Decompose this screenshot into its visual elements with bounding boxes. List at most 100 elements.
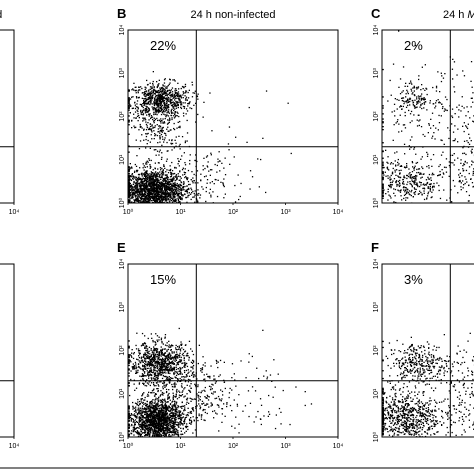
event-dot [458, 104, 460, 106]
event-dot [170, 345, 172, 347]
event-dot [170, 114, 173, 117]
event-dot [141, 174, 143, 176]
event-dot [171, 352, 173, 354]
event-dot [430, 177, 432, 179]
event-dot [158, 154, 160, 156]
event-dot [163, 186, 165, 188]
event-dot [218, 160, 221, 162]
event-dot [150, 128, 153, 130]
event-dot [160, 183, 162, 185]
event-dot [416, 161, 419, 164]
event-dot [234, 201, 237, 203]
event-dot [199, 194, 202, 196]
event-dot [154, 198, 156, 200]
event-dot [177, 357, 179, 359]
event-dot [413, 183, 415, 185]
event-dot [161, 89, 163, 91]
event-dot [167, 172, 170, 174]
event-dot [157, 142, 159, 144]
event-dot [462, 187, 464, 189]
event-dot [407, 101, 410, 103]
event-dot [162, 121, 164, 124]
event-dot [147, 177, 149, 179]
event-dot [166, 183, 169, 185]
event-dot [413, 146, 416, 149]
event-dot [138, 177, 140, 179]
event-dot [136, 109, 138, 111]
event-dot [162, 169, 164, 172]
event-dot [128, 188, 130, 190]
event-dot [135, 178, 137, 181]
event-dot [157, 361, 159, 363]
event-dot [137, 359, 139, 361]
event-dot [420, 191, 422, 194]
event-dot [166, 355, 168, 357]
event-dot [136, 198, 138, 201]
event-dot [160, 102, 163, 104]
event-dot [382, 167, 384, 169]
event-dot [178, 196, 180, 198]
event-dot [137, 200, 140, 202]
event-dot [172, 199, 174, 201]
event-dot [414, 191, 417, 193]
event-dot [170, 168, 172, 171]
event-dot [422, 133, 424, 136]
event-dot [211, 181, 213, 183]
event-dot [165, 171, 167, 173]
event-dot [179, 101, 182, 103]
event-dot [223, 167, 225, 169]
event-dot [182, 352, 184, 355]
event-dot [141, 178, 143, 180]
event-dot [162, 369, 165, 371]
event-dot [146, 181, 149, 183]
event-dot [399, 176, 402, 179]
event-dot [409, 121, 411, 124]
event-dot [158, 374, 160, 376]
event-dot [128, 102, 130, 104]
event-dot [389, 179, 391, 181]
event-dot [260, 158, 262, 161]
event-dot [158, 92, 160, 94]
event-dot [156, 178, 158, 181]
event-dot [404, 127, 407, 129]
event-dot [158, 106, 160, 108]
event-dot [416, 125, 419, 127]
event-dot [128, 183, 130, 186]
event-dot [190, 193, 192, 195]
event-dot [134, 188, 137, 190]
event-dot [157, 356, 159, 358]
event-dot [157, 390, 159, 392]
event-dot [150, 94, 152, 97]
event-dot [172, 79, 174, 81]
event-dot [138, 174, 140, 176]
event-dot [161, 185, 163, 188]
event-dot [134, 389, 136, 391]
event-dot [463, 152, 466, 154]
event-dot [161, 340, 163, 343]
event-dot [174, 185, 176, 187]
event-dot [128, 109, 130, 111]
event-dot [179, 148, 181, 150]
event-dot [175, 142, 177, 144]
event-dot [159, 358, 162, 360]
event-dot [161, 185, 164, 187]
event-dot [176, 361, 178, 364]
event-dot [166, 342, 168, 344]
event-dot [156, 150, 159, 152]
event-dot [141, 195, 143, 197]
event-dot [173, 122, 175, 125]
event-dot [410, 88, 412, 90]
event-dot [137, 113, 139, 115]
event-dot [394, 115, 396, 117]
event-dot [183, 357, 185, 359]
event-dot [397, 119, 399, 121]
event-dot [133, 201, 135, 203]
event-dot [137, 371, 139, 373]
event-dot [157, 351, 159, 353]
event-dot [166, 383, 168, 385]
event-dot [128, 364, 130, 367]
event-dot [145, 368, 147, 370]
event-dot [428, 124, 430, 126]
event-dot [160, 122, 162, 124]
event-dot [130, 194, 132, 196]
